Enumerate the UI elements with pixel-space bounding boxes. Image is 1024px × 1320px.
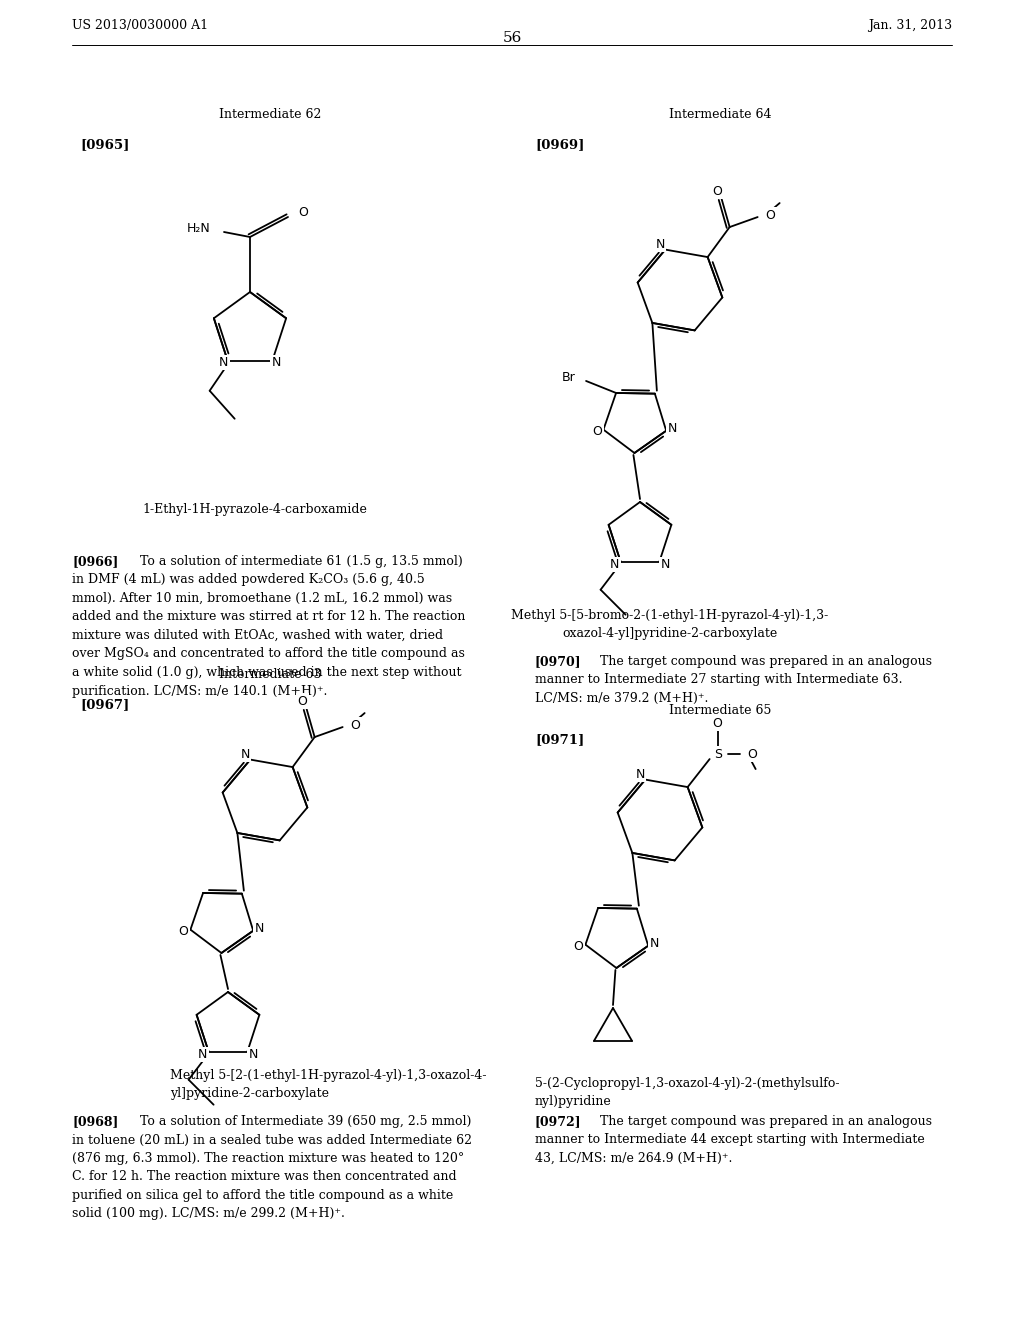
Text: manner to Intermediate 27 starting with Intermediate 63.: manner to Intermediate 27 starting with …: [535, 673, 902, 686]
Text: yl]pyridine-2-carboxylate: yl]pyridine-2-carboxylate: [170, 1086, 329, 1100]
Text: N: N: [655, 238, 665, 251]
Text: [0972]: [0972]: [535, 1115, 582, 1129]
Text: N: N: [636, 768, 645, 781]
Text: nyl)pyridine: nyl)pyridine: [535, 1094, 611, 1107]
Text: Jan. 31, 2013: Jan. 31, 2013: [868, 18, 952, 32]
Text: oxazol-4-yl]pyridine-2-carboxylate: oxazol-4-yl]pyridine-2-carboxylate: [562, 627, 777, 639]
Text: [0970]: [0970]: [535, 655, 582, 668]
Text: 56: 56: [503, 30, 521, 45]
Text: manner to Intermediate 44 except starting with Intermediate: manner to Intermediate 44 except startin…: [535, 1134, 925, 1147]
Text: Methyl 5-[2-(1-ethyl-1H-pyrazol-4-yl)-1,3-oxazol-4-: Methyl 5-[2-(1-ethyl-1H-pyrazol-4-yl)-1,…: [170, 1068, 486, 1081]
Text: Intermediate 62: Intermediate 62: [219, 108, 322, 121]
Text: LC/MS: m/e 379.2 (M+H)⁺.: LC/MS: m/e 379.2 (M+H)⁺.: [535, 692, 709, 705]
Text: N: N: [649, 937, 658, 950]
Text: N: N: [249, 1048, 258, 1061]
Text: O: O: [573, 940, 584, 953]
Text: O: O: [748, 747, 758, 760]
Text: N: N: [241, 748, 250, 762]
Text: Intermediate 63: Intermediate 63: [219, 668, 322, 681]
Text: N: N: [198, 1048, 207, 1061]
Text: The target compound was prepared in an analogous: The target compound was prepared in an a…: [592, 655, 932, 668]
Text: a white solid (1.0 g), which was used in the next step without: a white solid (1.0 g), which was used in…: [72, 667, 462, 678]
Text: Br: Br: [561, 371, 575, 384]
Text: N: N: [255, 923, 264, 936]
Text: O: O: [713, 717, 723, 730]
Text: US 2013/0030000 A1: US 2013/0030000 A1: [72, 18, 208, 32]
Text: To a solution of intermediate 61 (1.5 g, 13.5 mmol): To a solution of intermediate 61 (1.5 g,…: [132, 554, 463, 568]
Text: To a solution of Intermediate 39 (650 mg, 2.5 mmol): To a solution of Intermediate 39 (650 mg…: [132, 1115, 471, 1129]
Text: N: N: [610, 558, 620, 572]
Text: O: O: [593, 425, 602, 438]
Text: N: N: [660, 558, 670, 572]
Text: The target compound was prepared in an analogous: The target compound was prepared in an a…: [592, 1115, 932, 1129]
Text: O: O: [766, 209, 775, 222]
Text: 43, LC/MS: m/e 264.9 (M+H)⁺.: 43, LC/MS: m/e 264.9 (M+H)⁺.: [535, 1152, 732, 1166]
Text: O: O: [298, 206, 308, 219]
Text: (876 mg, 6.3 mmol). The reaction mixture was heated to 120°: (876 mg, 6.3 mmol). The reaction mixture…: [72, 1152, 464, 1166]
Text: solid (100 mg). LC/MS: m/e 299.2 (M+H)⁺.: solid (100 mg). LC/MS: m/e 299.2 (M+H)⁺.: [72, 1208, 345, 1221]
Text: [0971]: [0971]: [535, 734, 585, 747]
Text: 5-(2-Cyclopropyl-1,3-oxazol-4-yl)-2-(methylsulfo-: 5-(2-Cyclopropyl-1,3-oxazol-4-yl)-2-(met…: [535, 1077, 840, 1089]
Text: O: O: [713, 185, 723, 198]
Text: [0968]: [0968]: [72, 1115, 119, 1129]
Text: added and the mixture was stirred at rt for 12 h. The reaction: added and the mixture was stirred at rt …: [72, 610, 465, 623]
Text: H₂N: H₂N: [186, 223, 210, 235]
Text: in DMF (4 mL) was added powdered K₂CO₃ (5.6 g, 40.5: in DMF (4 mL) was added powdered K₂CO₃ (…: [72, 573, 425, 586]
Text: purification. LC/MS: m/e 140.1 (M+H)⁺.: purification. LC/MS: m/e 140.1 (M+H)⁺.: [72, 685, 328, 697]
Text: purified on silica gel to afford the title compound as a white: purified on silica gel to afford the tit…: [72, 1189, 454, 1203]
Text: N: N: [668, 422, 677, 436]
Text: mixture was diluted with EtOAc, washed with water, dried: mixture was diluted with EtOAc, washed w…: [72, 630, 443, 642]
Text: [0965]: [0965]: [80, 139, 129, 152]
Text: [0969]: [0969]: [535, 139, 585, 152]
Text: [0966]: [0966]: [72, 554, 119, 568]
Text: in toluene (20 mL) in a sealed tube was added Intermediate 62: in toluene (20 mL) in a sealed tube was …: [72, 1134, 472, 1147]
Text: C. for 12 h. The reaction mixture was then concentrated and: C. for 12 h. The reaction mixture was th…: [72, 1171, 457, 1184]
Text: Intermediate 64: Intermediate 64: [669, 108, 771, 121]
Text: Methyl 5-[5-bromo-2-(1-ethyl-1H-pyrazol-4-yl)-1,3-: Methyl 5-[5-bromo-2-(1-ethyl-1H-pyrazol-…: [511, 609, 828, 622]
Text: mmol). After 10 min, bromoethane (1.2 mL, 16.2 mmol) was: mmol). After 10 min, bromoethane (1.2 mL…: [72, 591, 453, 605]
Text: S: S: [714, 747, 722, 760]
Text: 1-Ethyl-1H-pyrazole-4-carboxamide: 1-Ethyl-1H-pyrazole-4-carboxamide: [142, 503, 368, 516]
Text: Intermediate 65: Intermediate 65: [669, 704, 771, 717]
Text: O: O: [298, 694, 307, 708]
Text: [0967]: [0967]: [80, 698, 129, 711]
Text: N: N: [271, 356, 281, 370]
Text: O: O: [178, 925, 188, 939]
Text: O: O: [350, 718, 360, 731]
Text: N: N: [219, 356, 228, 370]
Text: over MgSO₄ and concentrated to afford the title compound as: over MgSO₄ and concentrated to afford th…: [72, 648, 465, 660]
